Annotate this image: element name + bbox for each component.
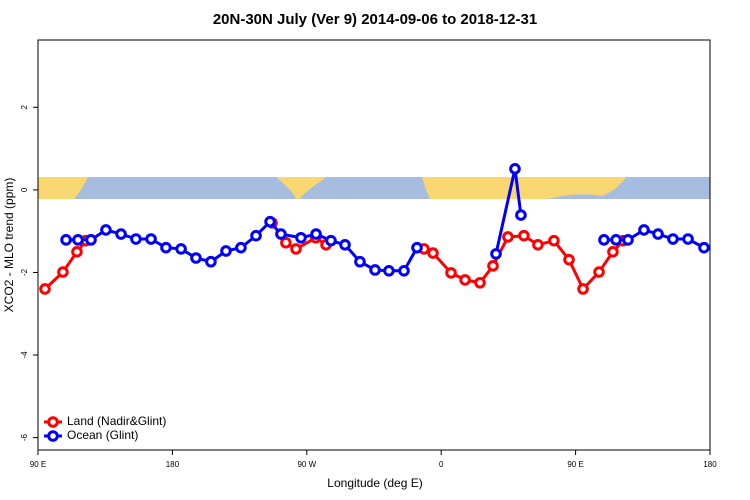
point <box>339 238 351 251</box>
point <box>72 234 84 246</box>
x-tick-label: 180 <box>166 460 180 469</box>
point <box>115 228 127 240</box>
land-africa-asia <box>422 177 626 199</box>
legend-marker <box>47 416 59 428</box>
legend-label: Land (Nadir&Glint) <box>67 414 166 428</box>
point <box>532 238 544 251</box>
point <box>175 243 187 255</box>
point <box>577 283 589 295</box>
point <box>235 241 247 254</box>
map-strip <box>38 177 710 199</box>
point <box>160 241 172 254</box>
point <box>682 233 694 245</box>
plot-frame <box>37 39 711 451</box>
plot <box>39 163 710 295</box>
point <box>459 274 471 286</box>
legend-label: Ocean (Glint) <box>67 428 138 442</box>
point <box>60 234 72 246</box>
point <box>548 234 560 247</box>
point <box>411 241 423 254</box>
point <box>71 246 83 258</box>
x-tick-label: 90 W <box>297 460 316 469</box>
point <box>295 231 307 244</box>
point <box>698 241 710 254</box>
y-axis-label: XCO2 - MLO trend (ppm) <box>2 178 16 313</box>
point <box>190 252 202 264</box>
x-tick-label: 180 <box>703 460 717 469</box>
point <box>85 234 97 246</box>
point <box>205 255 217 268</box>
y-tick-label: 2 <box>20 105 29 110</box>
y-tick-label: -4 <box>20 351 29 359</box>
point <box>57 266 69 278</box>
x-tick-label: 0 <box>439 460 444 469</box>
x-tick-label: 90 E <box>567 460 583 469</box>
point <box>509 163 521 175</box>
point <box>593 266 605 278</box>
point <box>398 265 410 277</box>
point <box>445 267 457 279</box>
point <box>487 260 499 272</box>
point <box>275 228 287 240</box>
x-axis-label: Longitude (deg E) <box>327 476 422 490</box>
point <box>290 243 302 255</box>
point <box>369 264 381 276</box>
point <box>563 253 575 266</box>
series-line <box>43 239 87 291</box>
point <box>610 234 622 246</box>
point <box>264 215 276 228</box>
point <box>622 234 634 246</box>
point <box>502 231 514 243</box>
point <box>383 265 395 277</box>
point <box>145 233 157 245</box>
point <box>474 276 486 289</box>
point <box>607 246 619 258</box>
point <box>515 209 527 221</box>
y-tick-label: -2 <box>20 268 29 276</box>
point <box>39 283 51 295</box>
y-tick-label: 0 <box>20 187 29 192</box>
point <box>598 234 610 246</box>
series-line <box>423 234 625 291</box>
point <box>220 245 232 257</box>
legend-marker <box>47 430 59 442</box>
point <box>250 229 262 242</box>
y-tick-label: -6 <box>20 434 29 442</box>
chart-title: 20N-30N July (Ver 9) 2014-09-06 to 2018-… <box>213 11 537 28</box>
point <box>130 233 142 245</box>
point <box>518 229 530 242</box>
point <box>638 224 650 236</box>
point <box>652 228 664 240</box>
x-tick-label: 90 E <box>30 460 46 469</box>
point <box>280 236 292 249</box>
point <box>490 248 502 260</box>
point <box>100 224 112 236</box>
point <box>325 234 337 247</box>
land-america <box>276 177 326 199</box>
point <box>354 255 366 268</box>
point <box>427 247 439 259</box>
point <box>667 233 679 245</box>
point <box>310 228 322 240</box>
land-asia <box>38 177 88 199</box>
